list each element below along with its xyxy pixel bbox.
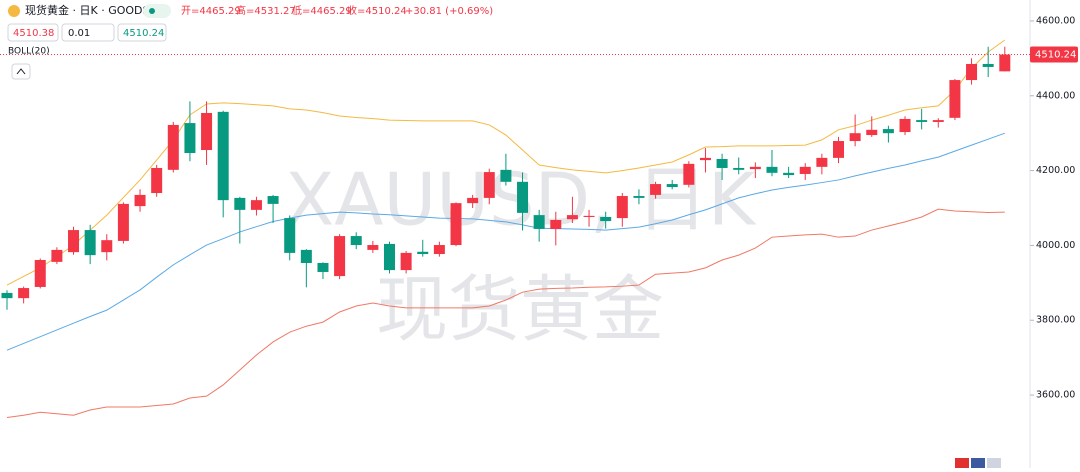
candle-body bbox=[334, 236, 346, 277]
candle-body bbox=[68, 230, 80, 253]
candle-body bbox=[932, 120, 944, 122]
candle-body bbox=[300, 249, 312, 263]
candle-body bbox=[616, 196, 628, 219]
indicator-label[interactable]: BOLL(20) bbox=[8, 47, 50, 57]
candle-body bbox=[833, 141, 844, 158]
candle-body bbox=[999, 54, 1011, 72]
symbol-title[interactable]: 现货黄金 · 日K · GOODS bbox=[25, 3, 150, 17]
candle-body bbox=[517, 181, 529, 213]
candle-body bbox=[566, 215, 578, 220]
candle-body bbox=[483, 172, 495, 198]
spread: 0.01 bbox=[68, 28, 90, 39]
candle-body bbox=[949, 80, 961, 118]
y-tick-label: 4000.00 bbox=[1036, 240, 1075, 251]
last-price-tag bbox=[1030, 46, 1078, 63]
candle-body bbox=[666, 184, 678, 188]
candle-body bbox=[284, 218, 296, 253]
candle-body bbox=[201, 112, 213, 151]
sell-price: 4510.38 bbox=[13, 28, 54, 39]
collapse-icon bbox=[16, 68, 26, 75]
candle-body bbox=[383, 243, 395, 271]
flag-icon bbox=[955, 458, 969, 468]
flag-icon bbox=[971, 458, 985, 468]
candle-body bbox=[151, 167, 163, 194]
buy-price: 4510.24 bbox=[123, 28, 164, 39]
candle-body bbox=[749, 166, 761, 170]
y-tick-label: 4400.00 bbox=[1036, 90, 1075, 101]
candle-body bbox=[500, 169, 512, 182]
y-tick-label: 4200.00 bbox=[1036, 165, 1075, 176]
candle-body bbox=[433, 245, 445, 255]
candle-body bbox=[849, 133, 861, 142]
candle-body bbox=[234, 197, 246, 210]
candle-body bbox=[533, 215, 545, 229]
ohlc-close: 收=4510.24 bbox=[347, 4, 407, 17]
candle-body bbox=[51, 249, 63, 262]
candle-body bbox=[117, 203, 129, 241]
candle-body bbox=[799, 166, 811, 174]
candle-body bbox=[167, 124, 179, 170]
y-tick-label: 4600.00 bbox=[1036, 15, 1075, 26]
candle-body bbox=[134, 194, 146, 207]
candle-body bbox=[816, 157, 828, 167]
watermark-name: 现货黄金 bbox=[376, 268, 664, 352]
candle-body bbox=[982, 63, 994, 67]
y-tick-label: 3600.00 bbox=[1036, 390, 1075, 401]
candle-body bbox=[317, 262, 329, 272]
candle-body bbox=[650, 184, 662, 195]
spread-box bbox=[61, 23, 115, 42]
ohlc-open: 开=4465.29 bbox=[181, 6, 241, 17]
candle-body bbox=[966, 63, 978, 81]
status-dot bbox=[149, 8, 155, 14]
candle-body bbox=[633, 196, 645, 198]
candle-body bbox=[450, 203, 462, 246]
candle-body bbox=[683, 163, 695, 185]
candle-body bbox=[84, 230, 96, 256]
candle-body bbox=[733, 167, 745, 170]
boll-line bbox=[6, 208, 1005, 418]
candle-body bbox=[866, 129, 878, 136]
candle-body bbox=[367, 245, 379, 250]
flag-icon bbox=[987, 458, 1001, 468]
candle-body bbox=[899, 118, 911, 133]
ohlc-change: +30.81 (+0.69%) bbox=[405, 6, 493, 17]
candle-body bbox=[583, 215, 595, 217]
candle-body bbox=[34, 260, 46, 287]
buy-button[interactable] bbox=[117, 23, 167, 42]
sell-button[interactable] bbox=[7, 23, 59, 42]
candle-body bbox=[350, 236, 362, 246]
candle-body bbox=[783, 172, 795, 176]
candle-body bbox=[882, 129, 894, 134]
ohlc-low: 低=4465.29 bbox=[292, 4, 352, 17]
candle-body bbox=[550, 219, 562, 229]
y-tick-label: 3800.00 bbox=[1036, 315, 1075, 326]
candle-body bbox=[184, 123, 196, 154]
plot: 3600.00 3800.00 4000.00 4200.00 4400.00 4600.… bbox=[0, 15, 1075, 418]
candle-body bbox=[400, 252, 412, 271]
candle-body bbox=[699, 157, 711, 161]
watermark: XAUUSD, 日K 现货黄金 bbox=[285, 158, 757, 352]
candle-body bbox=[250, 200, 262, 210]
boll-line bbox=[6, 132, 1005, 351]
candle-body bbox=[467, 197, 479, 204]
collapse-button[interactable] bbox=[11, 63, 31, 80]
candle-body bbox=[101, 240, 113, 253]
candle-body bbox=[267, 196, 279, 204]
candle-body bbox=[716, 158, 728, 168]
market-status[interactable] bbox=[143, 4, 171, 18]
candle-body bbox=[916, 120, 928, 122]
candle-body bbox=[217, 111, 229, 201]
candle-body bbox=[417, 251, 429, 255]
candle-body bbox=[600, 216, 612, 222]
symbol-logo bbox=[8, 5, 20, 17]
candle-body bbox=[18, 288, 30, 299]
candle-body bbox=[1, 292, 13, 299]
last-price-label: 4510.24 bbox=[1035, 50, 1076, 61]
candle-body bbox=[766, 166, 778, 173]
ohlc-high: 高=4531.27 bbox=[236, 4, 296, 17]
